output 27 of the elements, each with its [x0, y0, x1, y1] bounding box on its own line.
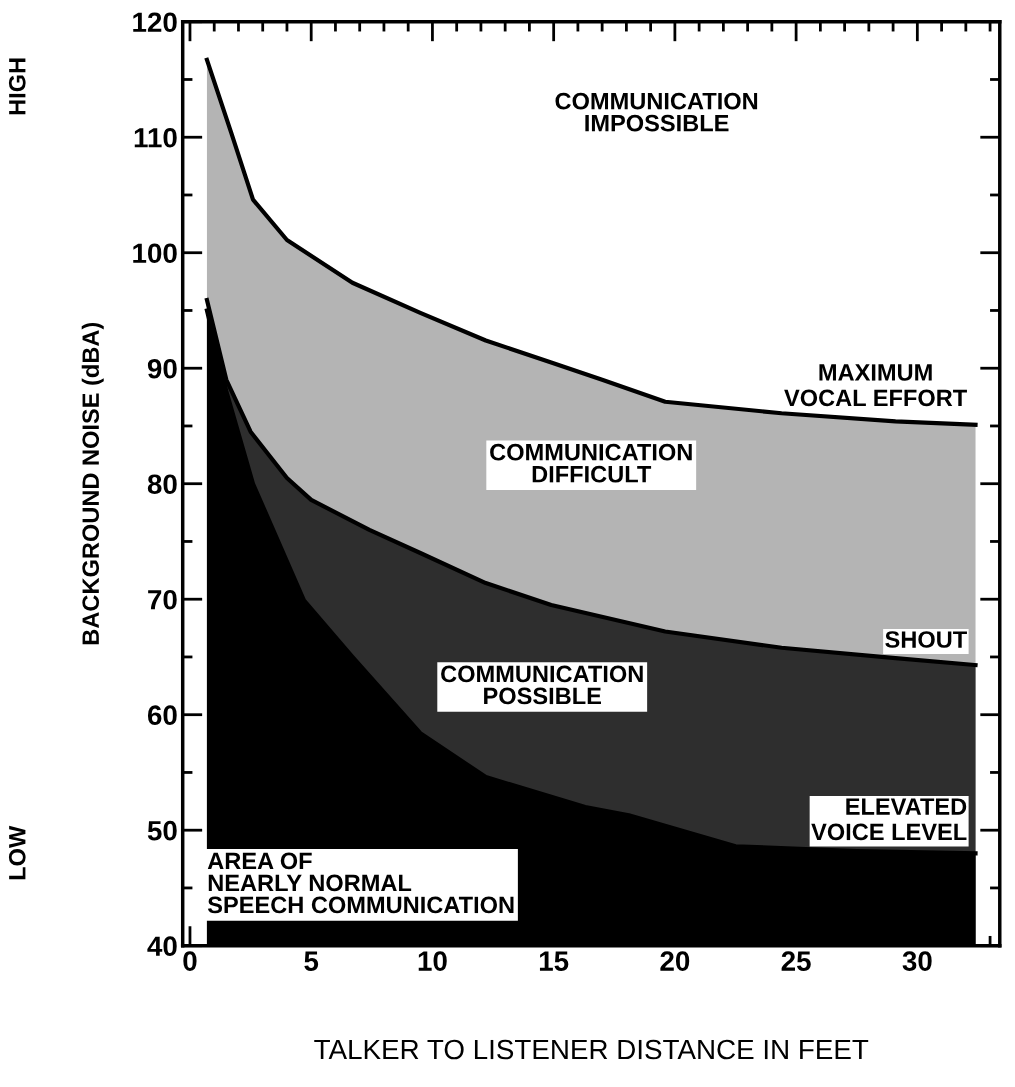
series-label: SHOUT — [885, 631, 967, 648]
y-tick-label: 80 — [147, 474, 177, 495]
y-tick-label: 90 — [147, 358, 177, 379]
x-tick-label: 0 — [183, 951, 197, 971]
x-tick-label: 5 — [304, 951, 319, 971]
x-tick-label: 10 — [418, 951, 447, 971]
x-tick-label: 15 — [539, 951, 569, 971]
y-tick-label: 70 — [148, 589, 177, 610]
x-tick-label: 20 — [660, 951, 690, 971]
y-tick-label: 40 — [147, 936, 177, 957]
legend-label: ELEVATED VOICE LEVEL — [811, 798, 967, 841]
y-tick-label: 60 — [147, 705, 177, 726]
y-tick-label: 100 — [133, 243, 177, 264]
annotation: COMMUNICATION DIFFICULT — [490, 443, 692, 483]
y-axis-title: BACKGROUND NOISE (dBA) — [81, 322, 104, 645]
annotation: AREA OF NEARLY NORMAL SPEECH COMMUNICATION — [207, 852, 514, 914]
x-axis-title: TALKER TO LISTENER DISTANCE IN FEET — [314, 1039, 869, 1060]
text: HIGH — [8, 58, 26, 115]
legend-label: MAXIMUM VOCAL EFFORT — [784, 364, 967, 407]
y-tick-label: 110 — [134, 127, 177, 148]
x-tick-label: 30 — [902, 951, 932, 971]
y-tick-label: 120 — [133, 12, 177, 33]
x-tick-label: 25 — [781, 951, 811, 971]
annotation: COMMUNICATION IMPOSSIBLE — [555, 92, 758, 132]
y-tick-label: 50 — [147, 820, 177, 841]
annotation: COMMUNICATION POSSIBLE — [441, 665, 643, 705]
text: LOW — [8, 825, 26, 880]
